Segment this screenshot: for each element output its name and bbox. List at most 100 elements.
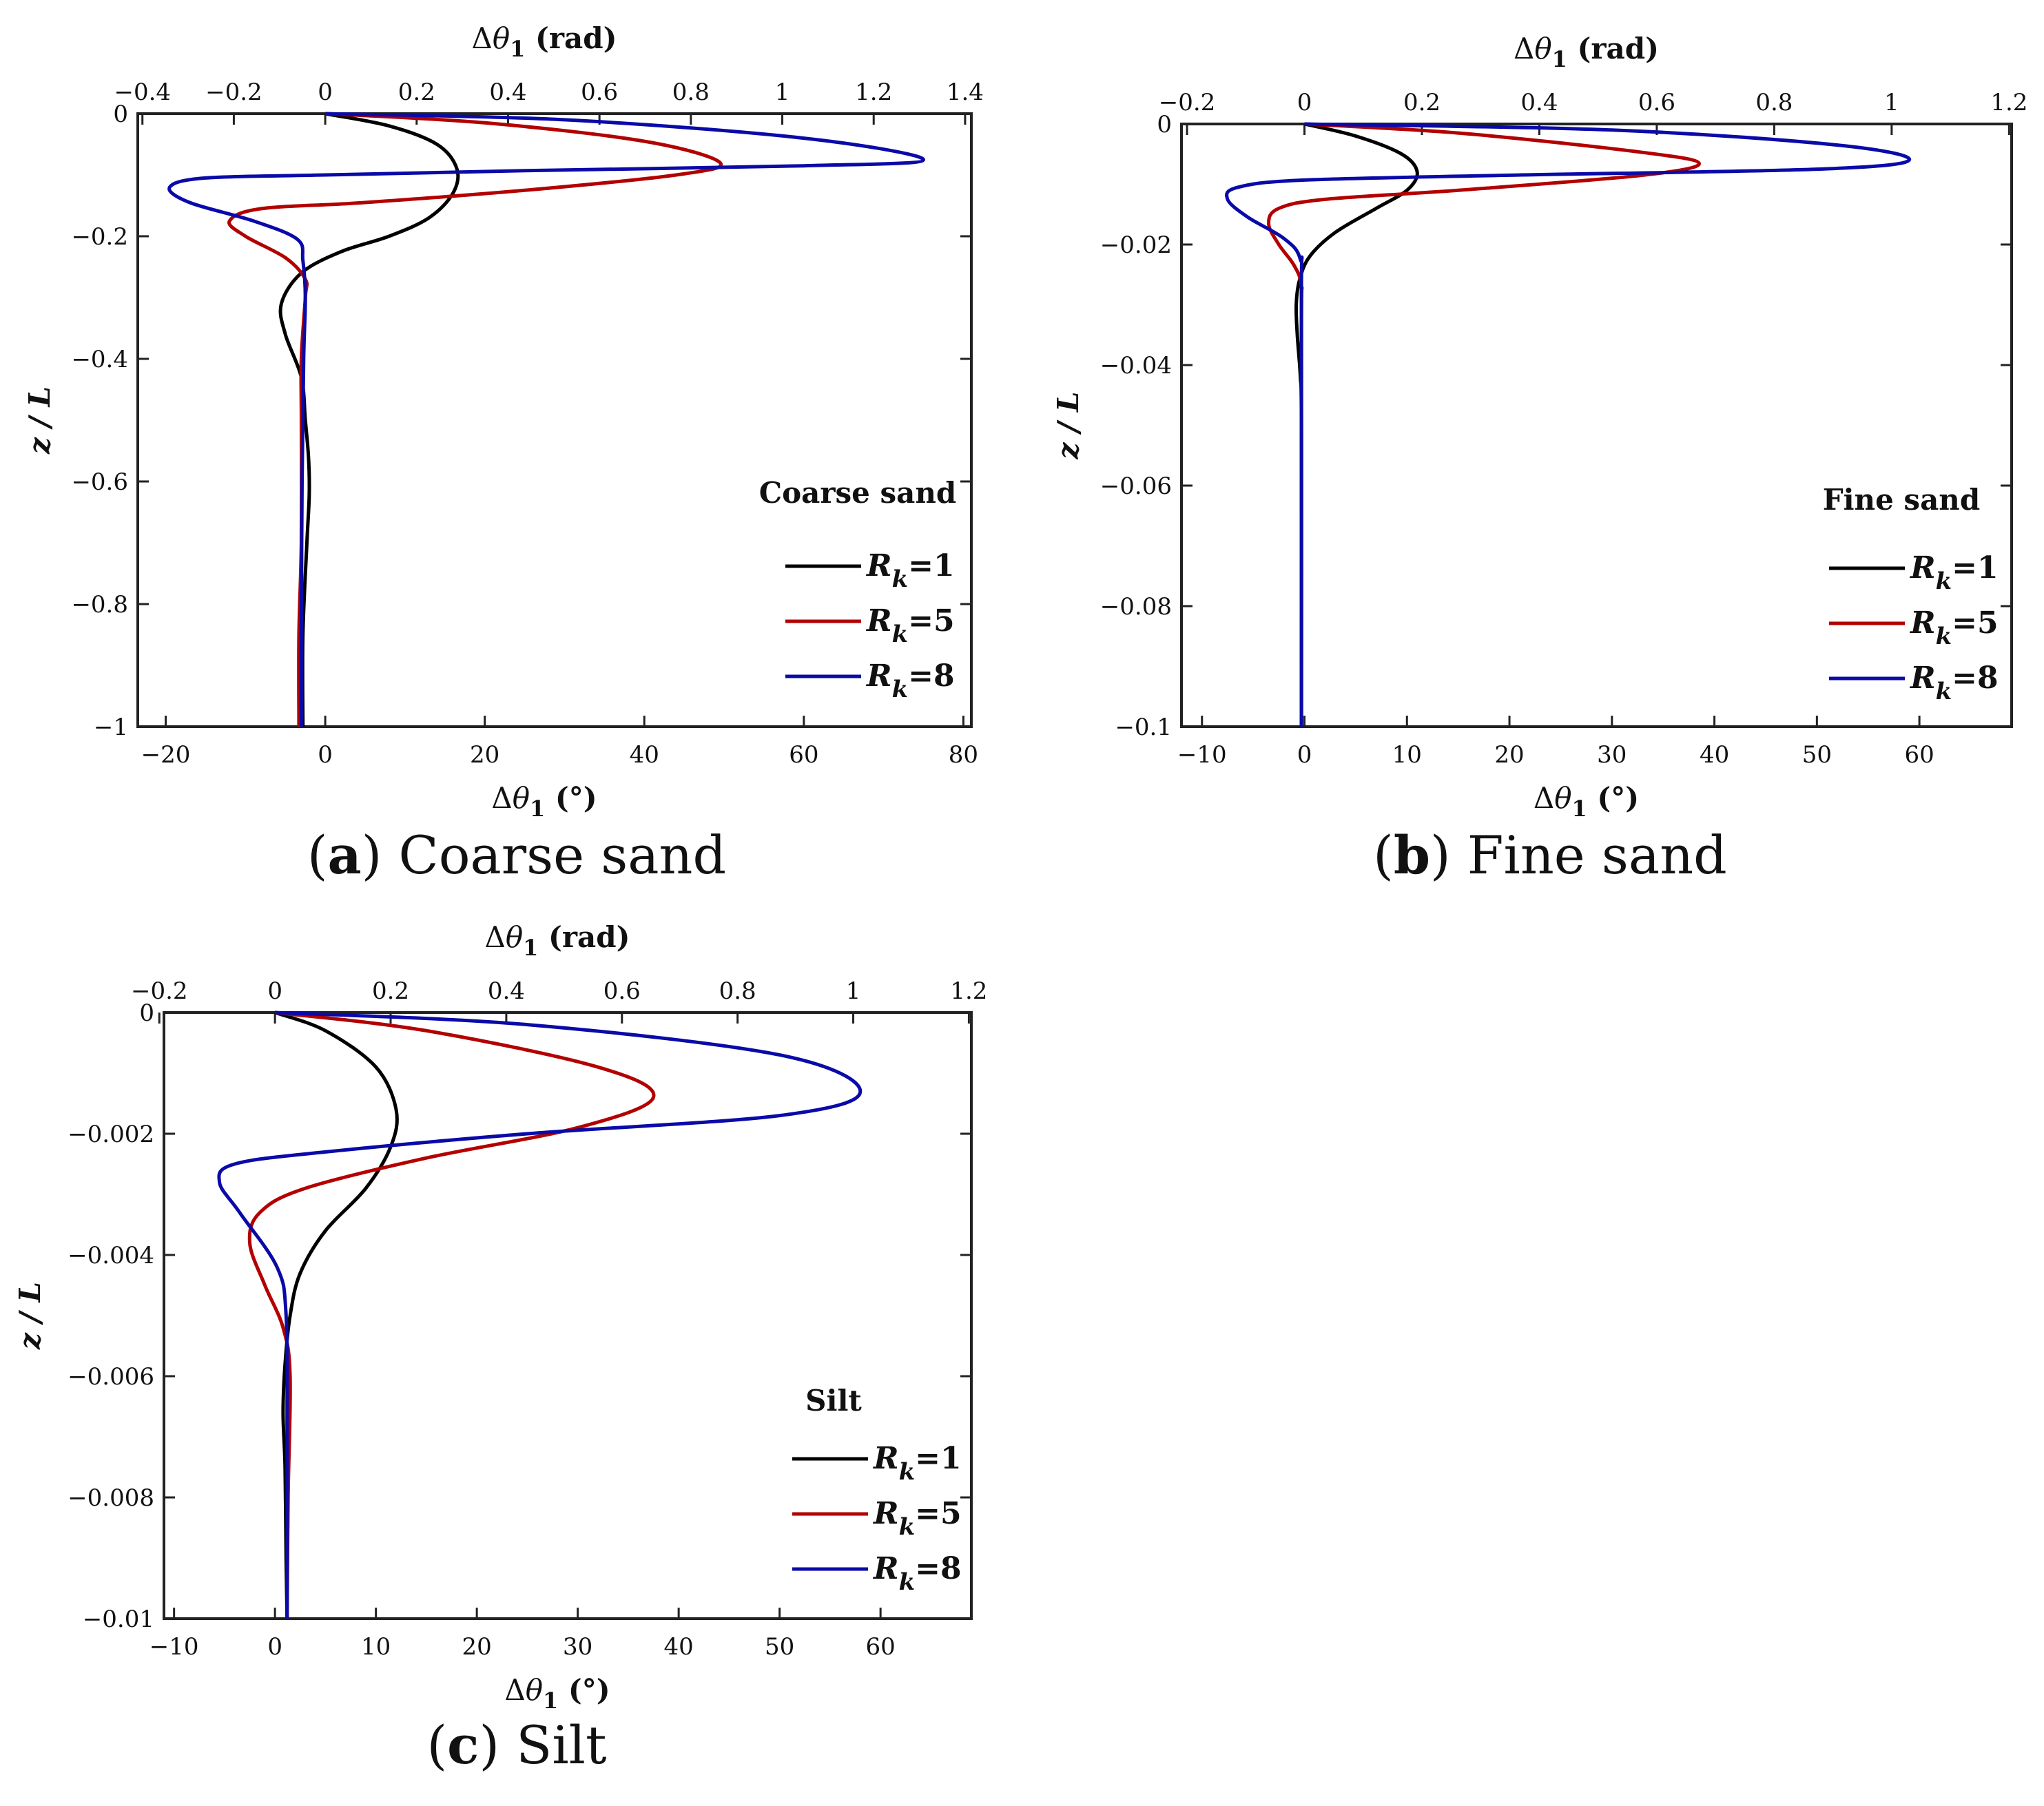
legend-label: Rk=8 (865, 658, 955, 703)
x-axis-label: Δθ1 (°) (491, 781, 597, 822)
x-tick-label: 20 (1494, 741, 1524, 769)
y-tick-label: 0 (139, 999, 154, 1027)
panel-b: −10 0 10 20 30 40 50 60−0.2 0 0.2 0.4 0.6 0.8 1 1.20−0… (1051, 32, 2027, 886)
y-axis-label: z / L (23, 386, 56, 455)
x-top-tick-label: 1.2 (1990, 89, 2027, 116)
x-top-tick-label: 0.8 (719, 977, 756, 1005)
series-line-rk-8 (167, 112, 925, 727)
x-top-tick-label: 1.4 (947, 79, 984, 106)
panel-caption: (a) Coarse sand (307, 824, 726, 886)
panel-a: −20 0 20 40 60 80 −0.4 −0.2 0 0.2 0.4 0.6 0.8 1 1.2 1.4… (23, 21, 984, 886)
x-top-tick-label: 0.8 (672, 79, 710, 106)
series-line-rk-5 (247, 1010, 656, 1619)
y-tick-label: 0 (113, 101, 128, 128)
x-top-axis-label: Δθ1 (rad) (1514, 32, 1659, 72)
y-tick-label: −0.1 (1115, 714, 1172, 741)
plot-frame (136, 112, 973, 728)
y-tick-label: −0.4 (71, 346, 128, 373)
x-top-tick-label: 0 (267, 977, 282, 1005)
y-tick-label: 0 (1157, 111, 1172, 138)
x-top-tick-label: 0.4 (1520, 89, 1558, 116)
x-top-axis-label: Δθ1 (rad) (472, 21, 617, 62)
panel-caption: (b) Fine sand (1373, 824, 1727, 886)
y-tick-label: −1 (94, 714, 128, 741)
y-tick-label: −0.8 (71, 591, 128, 619)
x-tick-label: 20 (462, 1633, 492, 1661)
x-tick-label: 60 (866, 1633, 896, 1661)
x-top-tick-label: 0.4 (488, 977, 525, 1005)
y-tick-label: −0.6 (71, 468, 128, 496)
x-top-tick-label: 0.4 (489, 79, 526, 106)
x-top-tick-label: 0.2 (372, 977, 409, 1005)
x-tick-label: 40 (1700, 741, 1729, 769)
x-tick-label: 10 (361, 1633, 391, 1661)
x-top-tick-label: −0.2 (205, 79, 262, 106)
x-top-tick-label: 0.8 (1755, 89, 1793, 116)
x-tick-label: 50 (1802, 741, 1832, 769)
y-tick-label: −0.02 (1100, 231, 1172, 259)
x-tick-label: −10 (149, 1633, 199, 1661)
y-axis-label: z / L (13, 1282, 47, 1350)
y-axis-label: z / L (1051, 392, 1085, 460)
x-top-tick-label: 1 (775, 79, 790, 106)
x-top-tick-label: 1.2 (950, 977, 987, 1005)
x-tick-label: 40 (664, 1633, 694, 1661)
x-tick-label: 50 (765, 1633, 794, 1661)
x-top-tick-label: −0.4 (114, 79, 171, 106)
legend-title: Fine sand (1823, 483, 1980, 517)
x-axis-label: Δθ1 (°) (1534, 781, 1639, 822)
series-line-rk-1 (274, 1010, 399, 1619)
plot-frame (1180, 123, 2013, 728)
y-tick-label: −0.008 (68, 1484, 154, 1512)
legend-title: Coarse sand (759, 476, 957, 510)
panel-c: −10 0 10 20 30 40 50 60−0.2 0 0.2 0.4 0.6 0.8 1 1.20−0… (13, 920, 987, 1776)
x-top-tick-label: 0.2 (1403, 89, 1441, 116)
legend-title: Silt (805, 1384, 862, 1418)
series-line-rk-1 (278, 112, 460, 727)
x-top-tick-label: 1 (846, 977, 861, 1005)
x-tick-label: 30 (1597, 741, 1627, 769)
y-tick-label: −0.06 (1100, 473, 1172, 500)
legend-label: Rk=5 (1909, 605, 1999, 650)
x-tick-label: 0 (267, 1633, 282, 1661)
x-axis-label: Δθ1 (°) (504, 1673, 610, 1714)
series-line-rk-5 (1267, 122, 1701, 727)
legend-label: Rk=1 (872, 1441, 962, 1486)
x-tick-label: 0 (318, 741, 333, 769)
legend-label: Rk=1 (1909, 550, 1999, 595)
x-top-tick-label: 0.6 (603, 977, 641, 1005)
x-top-tick-label: −0.2 (131, 977, 188, 1005)
x-top-tick-label: 0 (1297, 89, 1312, 116)
x-tick-label: 30 (563, 1633, 592, 1661)
series-line-rk-8 (1225, 122, 1912, 727)
x-top-tick-label: 0 (318, 79, 333, 106)
legend-label: Rk=5 (872, 1496, 962, 1541)
y-tick-label: −0.002 (68, 1121, 154, 1148)
y-tick-label: −0.08 (1100, 593, 1172, 621)
x-top-tick-label: 1.2 (855, 79, 892, 106)
x-top-tick-label: 0.6 (581, 79, 618, 106)
panel-caption: (c) Silt (427, 1714, 607, 1776)
legend-label: Rk=8 (872, 1551, 962, 1596)
y-tick-label: −0.004 (68, 1242, 154, 1269)
x-tick-label: 60 (1904, 741, 1934, 769)
x-tick-label: −20 (141, 741, 191, 769)
x-top-tick-label: −0.2 (1159, 89, 1216, 116)
legend-label: Rk=8 (1909, 661, 1999, 705)
x-top-tick-label: 1 (1884, 89, 1899, 116)
x-top-tick-label: 0.6 (1638, 89, 1675, 116)
x-tick-label: 0 (1297, 741, 1312, 769)
legend-label: Rk=1 (865, 548, 955, 593)
x-tick-label: −10 (1177, 741, 1227, 769)
x-tick-label: 80 (949, 741, 978, 769)
legend-label: Rk=5 (865, 603, 955, 648)
series-line-rk-1 (1294, 122, 1419, 727)
x-tick-label: 20 (470, 741, 499, 769)
y-tick-label: −0.006 (68, 1363, 154, 1391)
y-tick-label: −0.01 (83, 1606, 154, 1633)
x-tick-label: 60 (789, 741, 818, 769)
x-tick-label: 40 (630, 741, 659, 769)
y-tick-label: −0.04 (1100, 352, 1172, 380)
x-top-tick-label: 0.2 (398, 79, 435, 106)
